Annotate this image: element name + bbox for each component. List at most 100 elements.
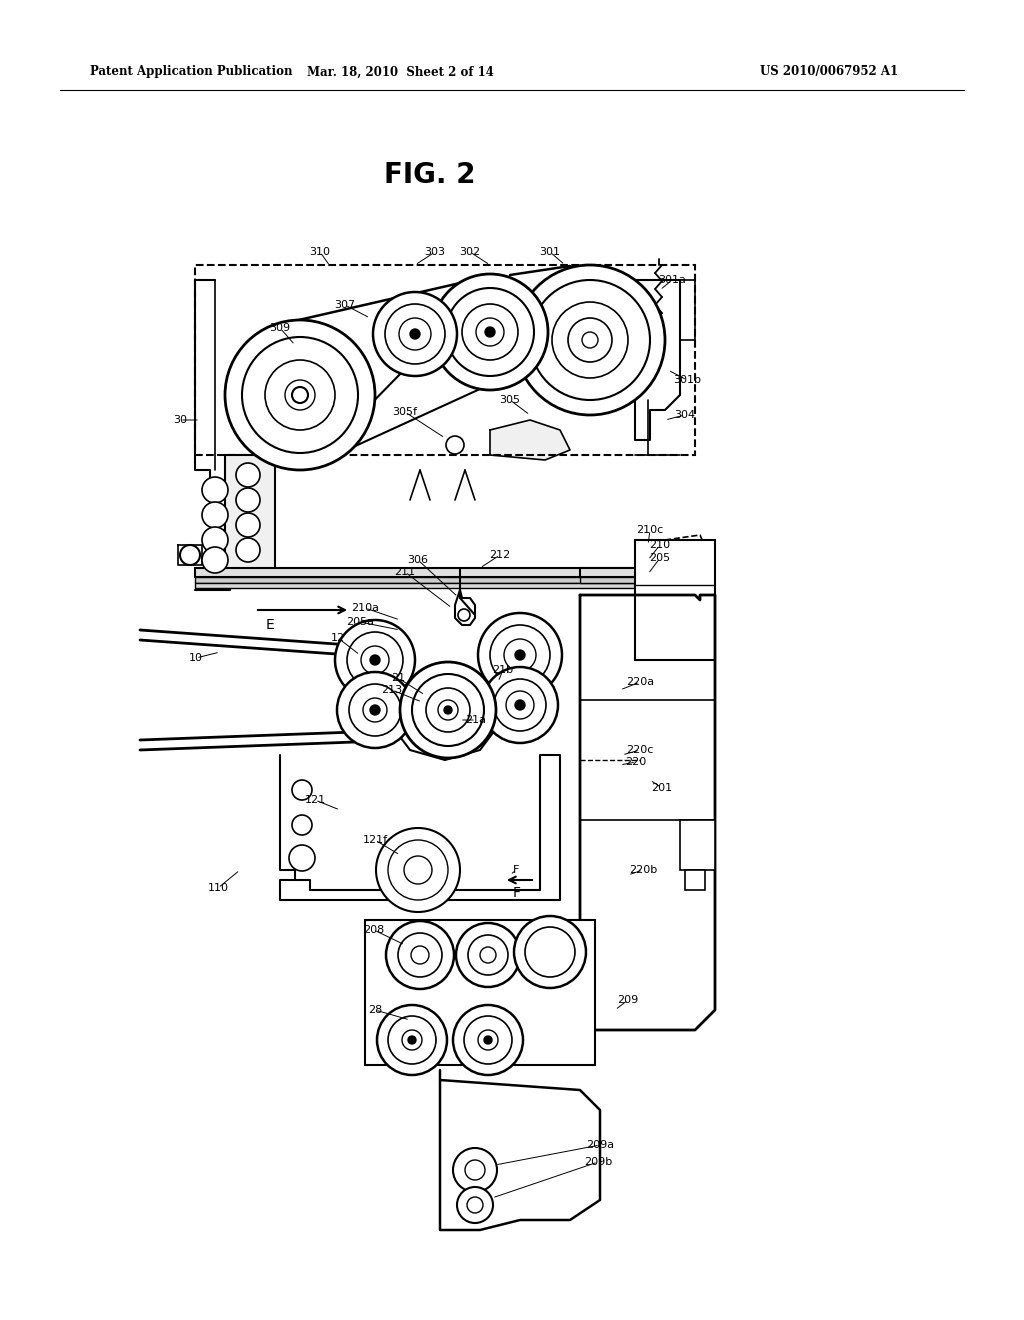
- Circle shape: [412, 675, 484, 746]
- Circle shape: [457, 1187, 493, 1224]
- Circle shape: [385, 304, 445, 364]
- Text: 310: 310: [309, 247, 331, 257]
- Text: 210: 210: [649, 540, 671, 550]
- Bar: [685, 870, 705, 890]
- Text: E: E: [265, 618, 274, 632]
- Circle shape: [476, 318, 504, 346]
- Bar: [635, 540, 715, 660]
- Circle shape: [478, 612, 562, 697]
- Circle shape: [446, 288, 534, 376]
- Text: 302: 302: [460, 247, 480, 257]
- Circle shape: [490, 624, 550, 685]
- Text: 21b: 21b: [493, 665, 514, 675]
- Text: 205a: 205a: [346, 616, 374, 627]
- Circle shape: [202, 477, 228, 503]
- Circle shape: [530, 280, 650, 400]
- Circle shape: [236, 488, 260, 512]
- Circle shape: [432, 275, 548, 389]
- Text: 121f: 121f: [362, 836, 387, 845]
- Circle shape: [370, 655, 380, 665]
- Circle shape: [438, 700, 458, 719]
- Circle shape: [202, 546, 228, 573]
- Circle shape: [506, 690, 534, 719]
- Text: 306: 306: [408, 554, 428, 565]
- Circle shape: [504, 639, 536, 671]
- Text: 305: 305: [500, 395, 520, 405]
- Circle shape: [582, 333, 598, 348]
- Circle shape: [402, 1030, 422, 1049]
- Circle shape: [337, 672, 413, 748]
- Circle shape: [411, 946, 429, 964]
- Circle shape: [465, 1160, 485, 1180]
- Circle shape: [265, 360, 335, 430]
- Circle shape: [426, 688, 470, 733]
- Text: 210a: 210a: [351, 603, 379, 612]
- Circle shape: [404, 855, 432, 884]
- Circle shape: [467, 1197, 483, 1213]
- Text: 10: 10: [189, 653, 203, 663]
- Circle shape: [494, 678, 546, 731]
- Text: 30: 30: [173, 414, 187, 425]
- Text: 212: 212: [489, 550, 511, 560]
- Circle shape: [376, 828, 460, 912]
- Circle shape: [453, 1005, 523, 1074]
- Circle shape: [568, 318, 612, 362]
- Bar: [680, 820, 715, 870]
- Circle shape: [388, 1016, 436, 1064]
- Text: Patent Application Publication: Patent Application Publication: [90, 66, 293, 78]
- Circle shape: [236, 463, 260, 487]
- Circle shape: [400, 663, 496, 758]
- Bar: [365, 920, 595, 1065]
- Text: FIG. 2: FIG. 2: [384, 161, 476, 189]
- Circle shape: [444, 706, 452, 714]
- Text: F: F: [513, 865, 519, 875]
- Circle shape: [362, 698, 387, 722]
- Circle shape: [514, 916, 586, 987]
- Text: Mar. 18, 2010  Sheet 2 of 14: Mar. 18, 2010 Sheet 2 of 14: [306, 66, 494, 78]
- Circle shape: [370, 705, 380, 715]
- Circle shape: [478, 1030, 498, 1049]
- Circle shape: [242, 337, 358, 453]
- Circle shape: [410, 329, 420, 339]
- Circle shape: [446, 436, 464, 454]
- Bar: [580, 568, 690, 577]
- Circle shape: [515, 265, 665, 414]
- Circle shape: [399, 318, 431, 350]
- Text: 220c: 220c: [627, 744, 653, 755]
- Circle shape: [398, 933, 442, 977]
- Text: 209b: 209b: [584, 1158, 612, 1167]
- Text: 307: 307: [335, 300, 355, 310]
- Text: US 2010/0067952 A1: US 2010/0067952 A1: [760, 66, 898, 78]
- Circle shape: [225, 319, 375, 470]
- Text: 305f: 305f: [392, 407, 418, 417]
- Circle shape: [361, 645, 389, 675]
- Text: 201: 201: [651, 783, 673, 793]
- Text: 110: 110: [208, 883, 228, 894]
- Text: 210c: 210c: [636, 525, 664, 535]
- Circle shape: [285, 380, 315, 411]
- Circle shape: [292, 387, 308, 403]
- Circle shape: [515, 700, 525, 710]
- Text: 304: 304: [675, 411, 695, 420]
- Text: 220a: 220a: [626, 677, 654, 686]
- Text: 21a: 21a: [466, 715, 486, 725]
- Bar: [195, 583, 665, 587]
- Text: 205: 205: [649, 553, 671, 564]
- Text: 28: 28: [368, 1005, 382, 1015]
- Circle shape: [456, 923, 520, 987]
- Circle shape: [349, 684, 401, 737]
- Circle shape: [525, 927, 575, 977]
- Circle shape: [236, 539, 260, 562]
- Text: 301a: 301a: [658, 275, 686, 285]
- Circle shape: [515, 649, 525, 660]
- Circle shape: [202, 502, 228, 528]
- Circle shape: [480, 946, 496, 964]
- Text: 301b: 301b: [673, 375, 701, 385]
- Text: 209a: 209a: [586, 1140, 614, 1150]
- Text: 211: 211: [394, 568, 416, 577]
- Polygon shape: [490, 420, 570, 459]
- Text: 309: 309: [269, 323, 291, 333]
- Circle shape: [386, 921, 454, 989]
- Circle shape: [373, 292, 457, 376]
- Text: 301: 301: [540, 247, 560, 257]
